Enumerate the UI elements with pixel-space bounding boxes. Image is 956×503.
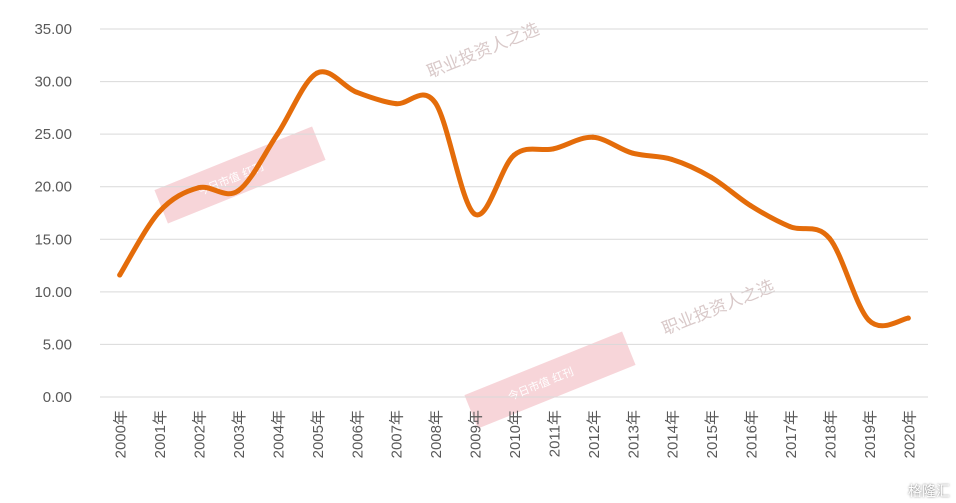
series-line	[117, 69, 911, 329]
brand-logo: 格隆汇	[908, 484, 950, 500]
x-tick-label: 2006年	[349, 410, 366, 458]
data-point	[472, 211, 478, 217]
x-tick-label: 2000年	[113, 410, 130, 458]
data-point	[511, 152, 517, 158]
watermarks: 今日市值 红刊 职业投资人之选 今日市值 红刊 职业投资人之选	[154, 20, 777, 429]
series-layer	[117, 69, 911, 329]
y-tick-label: 25.00	[34, 126, 72, 143]
x-tick-label: 2011年	[546, 410, 563, 457]
data-point	[393, 101, 399, 107]
x-tick-label: 2018年	[822, 410, 839, 458]
x-tick-label: 2009年	[468, 410, 485, 458]
x-tick-label: 2015年	[704, 410, 721, 458]
data-point	[708, 174, 714, 180]
data-point	[117, 272, 123, 278]
x-tick-label: 2019年	[862, 410, 879, 458]
x-tick-label: 2007年	[389, 410, 406, 458]
x-tick-label: 2020年	[901, 410, 918, 458]
data-point	[826, 235, 832, 241]
x-tick-label: 2017年	[783, 410, 800, 458]
x-axis-ticks: 2000年 2001年 2002年 2003年 2004年 2005年 2006年 2007年…	[113, 410, 919, 458]
y-tick-label: 5.00	[43, 336, 72, 353]
data-point	[748, 203, 754, 209]
x-tick-label: 2002年	[192, 410, 209, 458]
data-point	[156, 209, 162, 215]
x-tick-label: 2003年	[231, 410, 248, 458]
x-tick-label: 2004年	[270, 410, 287, 458]
watermark-lower: 职业投资人之选	[659, 277, 777, 340]
x-tick-label: 2014年	[665, 410, 682, 458]
data-point	[590, 134, 596, 140]
data-point	[274, 131, 280, 137]
data-point	[787, 224, 793, 230]
x-tick-label: 2012年	[586, 410, 603, 458]
x-tick-label: 2016年	[744, 410, 761, 458]
y-tick-label: 15.00	[34, 231, 72, 248]
data-point	[314, 70, 320, 76]
y-tick-label: 0.00	[43, 389, 72, 406]
x-tick-label: 2008年	[428, 410, 445, 458]
data-point	[432, 100, 438, 106]
x-tick-label: 2001年	[152, 410, 169, 458]
x-tick-label: 2010年	[507, 410, 524, 458]
data-point	[550, 146, 556, 152]
data-point	[353, 89, 359, 95]
y-axis-ticks: 0.00 5.00 10.00 15.00 20.00 25.00 30.00 35.00	[34, 21, 72, 406]
watermark-badge-upper: 今日市值 红刊	[154, 126, 326, 224]
data-point	[196, 185, 202, 191]
data-point	[235, 188, 241, 194]
data-point	[905, 315, 911, 321]
y-tick-label: 35.00	[34, 21, 72, 38]
data-point	[669, 156, 675, 162]
data-point	[866, 317, 872, 323]
watermark-text: 职业投资人之选	[659, 277, 777, 340]
gridlines	[100, 28, 928, 398]
y-tick-label: 10.00	[34, 284, 72, 301]
x-tick-label: 2005年	[310, 410, 327, 458]
y-tick-label: 30.00	[34, 74, 72, 91]
data-point	[629, 150, 635, 156]
y-tick-label: 20.00	[34, 179, 72, 196]
x-tick-label: 2013年	[625, 410, 642, 458]
